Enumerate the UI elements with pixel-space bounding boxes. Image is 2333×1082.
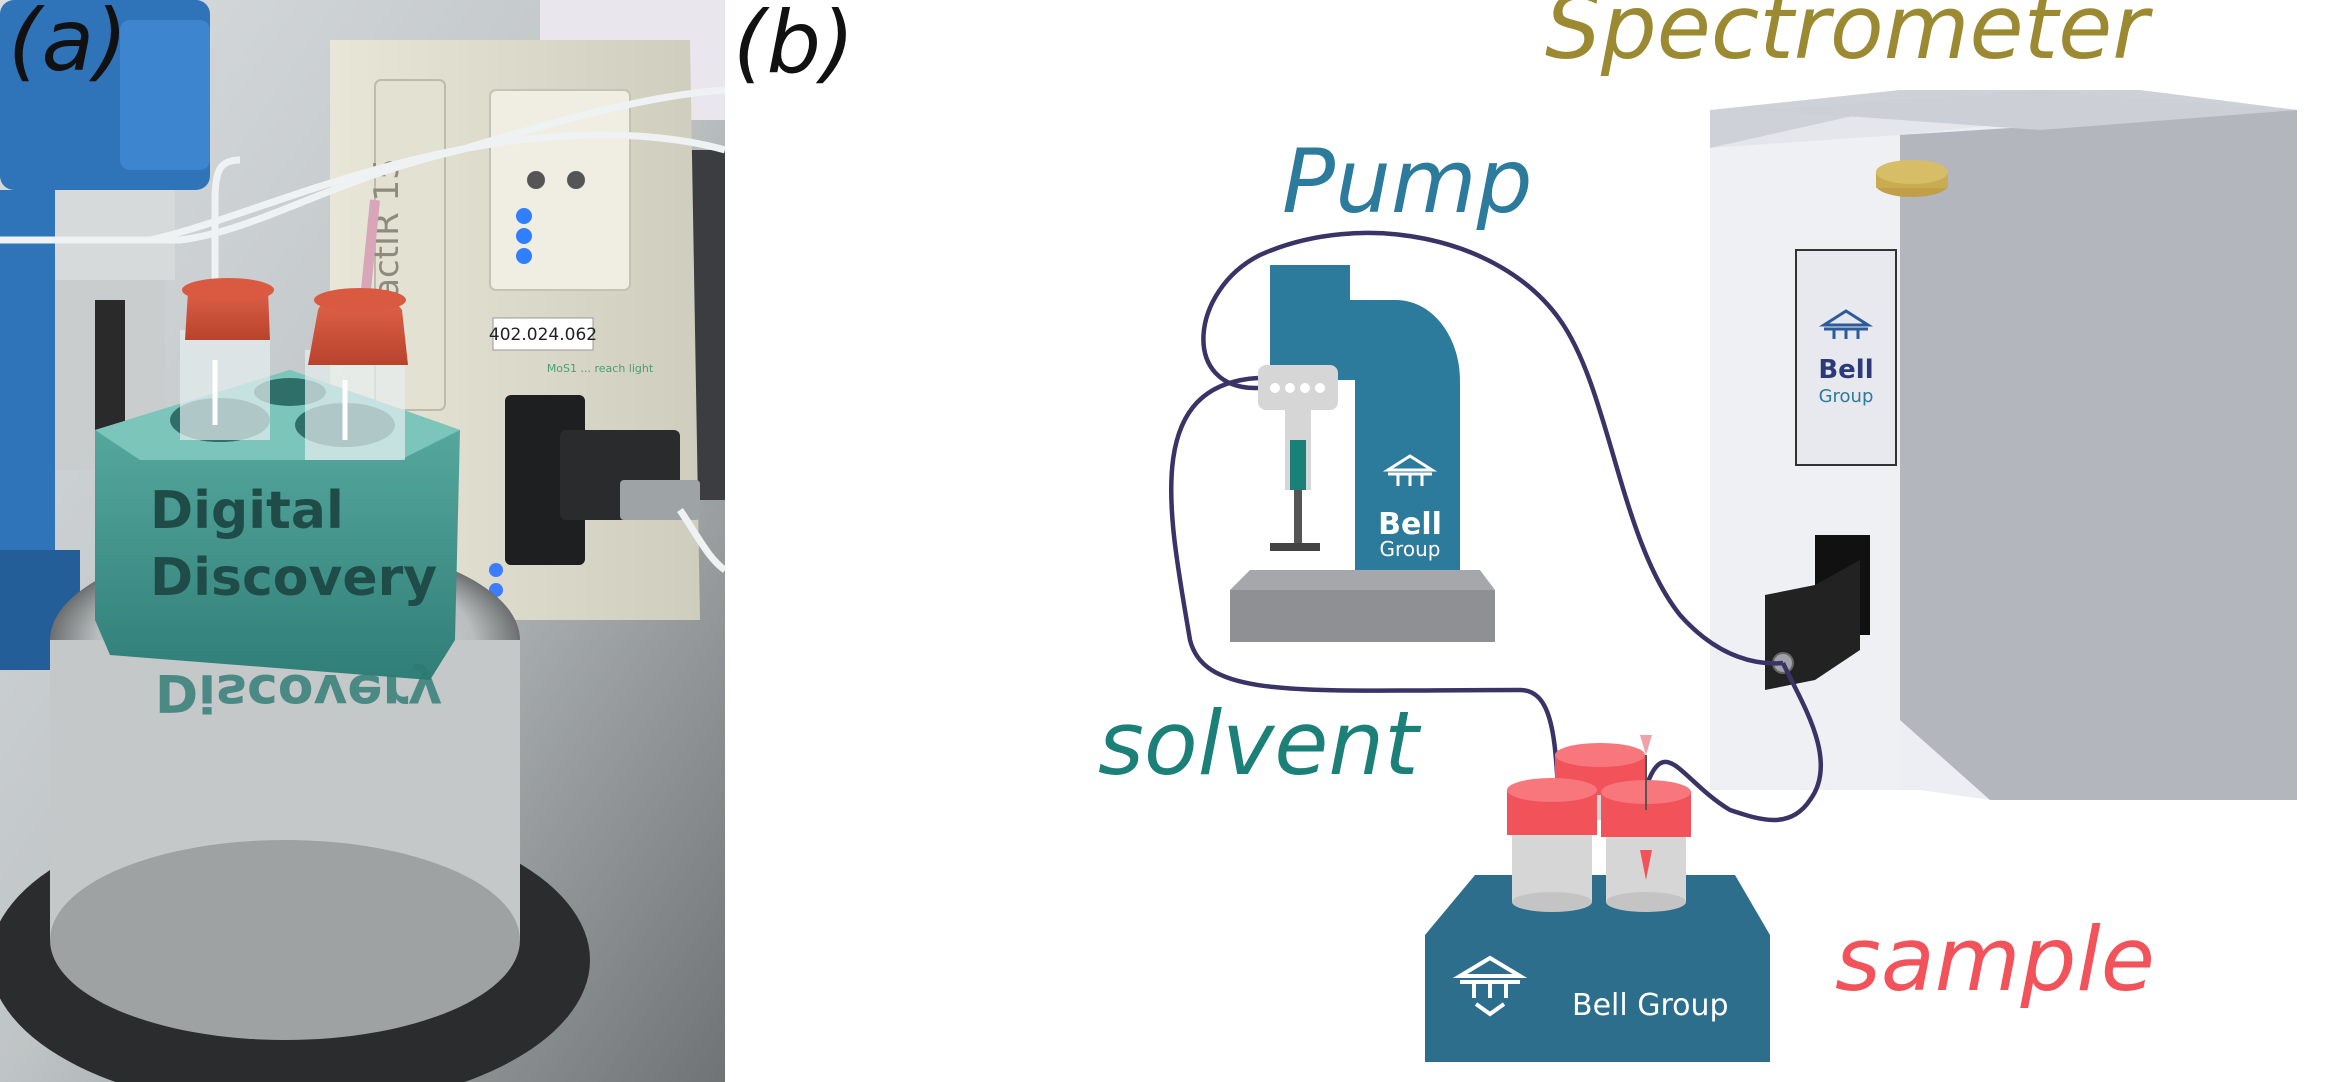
pump-base — [1230, 590, 1495, 642]
bell-logo-icon — [1818, 309, 1874, 339]
pump-logo-group: Group — [1380, 537, 1441, 561]
panel-a-photo: ReactIR 15 402.024.062 MoS1 ... reach li… — [0, 0, 728, 1082]
spectrometer-logo-group: Group — [1819, 386, 1874, 407]
vial-solvent — [1507, 778, 1597, 912]
spectrometer-logo-bell: Bell — [1818, 355, 1873, 385]
sample-label: sample — [1835, 908, 2155, 1011]
pump-label: Pump — [1282, 130, 1532, 233]
serial-number: 402.024.062 — [489, 325, 597, 345]
tube-spectrometer-to-sample — [1642, 662, 1823, 823]
tube-pump-to-solvent — [1169, 375, 1561, 791]
status-led-icon — [489, 563, 503, 577]
vial-holder-body — [1425, 875, 1770, 1062]
spectrometer-label-plate — [1795, 249, 1897, 466]
spectrometer-label: Spectrometer — [1545, 0, 2153, 79]
engraving-digital: Digital — [150, 481, 344, 541]
bell-logo-icon — [1452, 955, 1528, 1017]
tubing-lines — [1169, 230, 1823, 823]
solvent-label: solvent — [1098, 692, 1422, 795]
tube-pump-to-spectrometer — [1201, 230, 1784, 666]
spectrometer-side — [1900, 110, 2297, 800]
panel-b-label: (b) — [733, 0, 855, 93]
status-led-icon — [516, 228, 532, 244]
device-button — [567, 171, 585, 189]
holder-logo-text: Bell Group — [1572, 988, 1729, 1023]
panel-divider — [725, 0, 731, 1082]
engraving-reflection: Discovery — [155, 662, 442, 722]
status-led-icon — [516, 208, 532, 224]
spectrometer-device: Bell Group — [1710, 90, 2297, 800]
pump-clamp — [1258, 365, 1338, 410]
vial-left-photo — [180, 278, 274, 440]
pump-body — [1270, 265, 1460, 590]
pump-logo-bell: Bell — [1378, 507, 1442, 542]
pump-device: Bell Group — [1230, 265, 1495, 642]
panel-a-label: (a) — [8, 0, 128, 91]
panel-b-schematic: (b) Spectrometer Bell Group — [733, 0, 2297, 1062]
vial-right-photo — [305, 288, 408, 460]
syringe-pump-photo — [0, 0, 210, 670]
handwritten-note: MoS1 ... reach light — [547, 362, 654, 375]
engraving-discovery: Discovery — [150, 548, 437, 608]
status-led-icon — [516, 248, 532, 264]
device-button — [527, 171, 545, 189]
vial-sample — [1601, 735, 1691, 912]
tubing-photo — [0, 86, 728, 573]
needle-icon — [1640, 735, 1652, 755]
needle-hub — [360, 199, 380, 301]
bell-logo-icon — [1382, 454, 1438, 486]
vial-holder: Bell Group — [1425, 735, 1770, 1062]
